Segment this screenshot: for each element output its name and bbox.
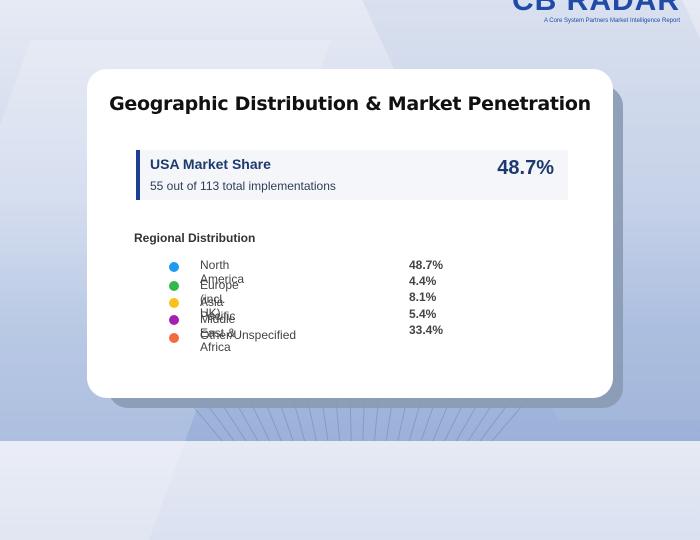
dot-icon <box>169 262 179 272</box>
usa-market-share-panel: USA Market Share 55 out of 113 total imp… <box>136 150 568 200</box>
card-title: Geographic Distribution & Market Penetra… <box>109 93 591 115</box>
region-name: Middle East & Africa <box>200 312 236 354</box>
region-name: Other/Unspecified <box>200 328 297 342</box>
info-card: Geographic Distribution & Market Penetra… <box>87 69 613 398</box>
regional-distribution-heading: Regional Distribution <box>134 231 256 245</box>
region-value: 33.4% <box>409 323 444 337</box>
region-name: Asia Pacific <box>200 295 236 323</box>
region-value: 5.4% <box>409 307 437 321</box>
region-value: 8.1% <box>409 290 437 304</box>
dot-icon <box>169 281 179 291</box>
dot-icon <box>169 333 179 343</box>
brand-subtitle: A Core System Partners Market Intelligen… <box>543 18 680 24</box>
region-name: Europe (incl. UK) <box>200 278 239 320</box>
dot-icon <box>169 298 179 308</box>
brand-name: CB RADAR <box>512 0 680 17</box>
usa-market-share-label: USA Market Share <box>150 156 271 172</box>
region-value: 4.4% <box>409 274 437 288</box>
region-name: North America <box>200 258 245 286</box>
brand-logo: CB RADAR A Core System Partners Market I… <box>512 0 680 24</box>
region-value: 48.7% <box>409 258 444 272</box>
usa-market-share-detail: 55 out of 113 total implementations <box>150 179 336 193</box>
dot-icon <box>169 315 179 325</box>
usa-market-share-value: 48.7% <box>497 157 554 179</box>
